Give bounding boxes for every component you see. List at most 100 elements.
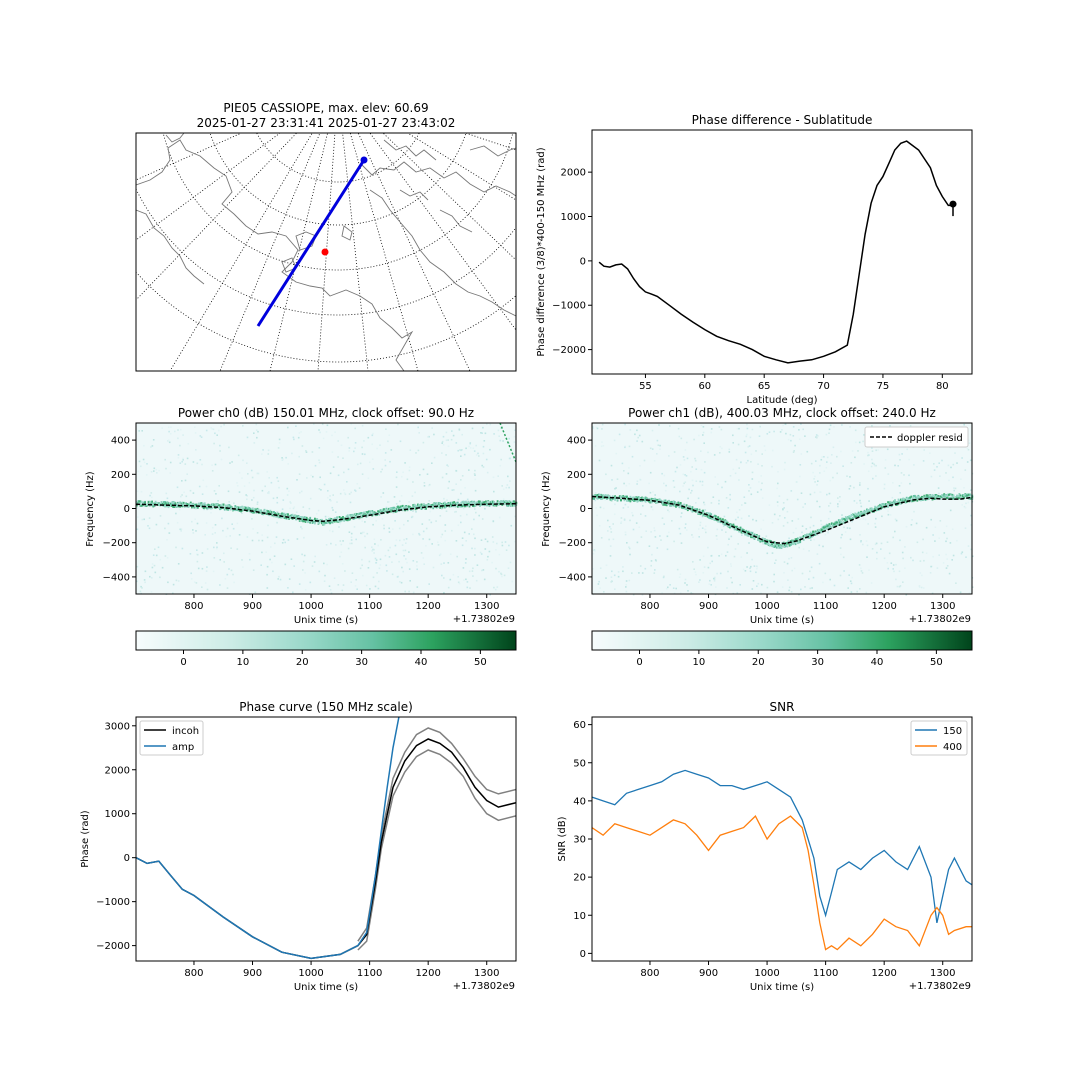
signal-pixel <box>811 533 813 536</box>
noise-speck <box>152 439 155 441</box>
noise-speck <box>740 556 743 558</box>
noise-speck <box>894 518 897 521</box>
noise-speck <box>354 489 356 491</box>
signal-pixel <box>463 505 466 508</box>
signal-pixel <box>194 505 197 508</box>
noise-speck <box>749 567 751 570</box>
signal-pixel <box>910 500 913 503</box>
noise-speck <box>716 528 719 531</box>
signal-pixel <box>418 504 420 507</box>
signal-pixel <box>203 502 206 505</box>
signal-pixel <box>253 511 255 514</box>
signal-pixel <box>220 504 223 507</box>
noise-speck <box>953 487 955 489</box>
signal-pixel <box>214 503 217 506</box>
noise-speck <box>267 492 269 494</box>
noise-speck <box>662 576 665 579</box>
noise-speck <box>189 553 192 555</box>
noise-speck <box>798 438 801 440</box>
signal-pixel <box>326 521 329 524</box>
noise-speck <box>798 546 800 549</box>
signal-pixel <box>302 517 305 520</box>
signal-pixel <box>909 498 912 501</box>
noise-speck <box>180 530 182 532</box>
noise-speck <box>140 465 142 468</box>
noise-speck <box>428 519 431 521</box>
signal-pixel <box>254 509 257 513</box>
noise-speck <box>710 555 713 557</box>
noise-speck <box>396 576 399 578</box>
signal-pixel <box>825 527 827 530</box>
noise-speck <box>747 446 750 448</box>
signal-pixel <box>740 529 743 532</box>
signal-pixel <box>791 540 793 543</box>
signal-pixel <box>828 525 831 528</box>
signal-pixel <box>262 510 265 513</box>
noise-speck <box>175 579 178 582</box>
signal-pixel <box>812 534 814 537</box>
power-ch1-legend: doppler resid <box>864 426 969 448</box>
noise-speck <box>214 432 216 435</box>
noise-speck <box>970 514 972 517</box>
signal-pixel <box>166 501 169 504</box>
noise-speck <box>784 517 786 519</box>
noise-speck <box>800 423 802 425</box>
noise-speck <box>752 518 754 521</box>
signal-pixel <box>603 494 606 497</box>
noise-speck <box>675 587 677 590</box>
noise-speck <box>651 429 654 432</box>
noise-speck <box>920 586 923 589</box>
signal-pixel <box>730 524 732 527</box>
signal-pixel <box>152 502 155 505</box>
signal-pixel <box>610 498 613 501</box>
noise-speck <box>179 462 182 464</box>
signal-pixel <box>377 511 379 515</box>
noise-speck <box>192 532 195 534</box>
noise-speck <box>155 554 158 557</box>
signal-pixel <box>896 501 899 504</box>
noise-speck <box>663 474 666 477</box>
noise-speck <box>481 500 484 503</box>
signal-pixel <box>432 503 435 506</box>
noise-speck <box>664 489 667 492</box>
signal-pixel <box>912 496 915 499</box>
signal-pixel <box>358 516 361 519</box>
power-ch0-colorbar <box>135 630 517 651</box>
noise-speck <box>810 566 813 569</box>
noise-speck <box>256 472 259 475</box>
signal-pixel <box>215 503 218 506</box>
signal-pixel <box>202 506 205 509</box>
noise-speck <box>707 546 709 549</box>
y-tick-label: −400 <box>559 572 586 583</box>
x-tick-label: 900 <box>699 601 718 612</box>
noise-speck <box>143 461 146 464</box>
signal-pixel <box>468 503 471 507</box>
power-ch0-panel: Power ch0 (dB) 150.01 MHz, clock offset:… <box>85 406 518 668</box>
signal-pixel <box>855 514 858 518</box>
noise-speck <box>778 495 781 497</box>
signal-pixel <box>917 494 920 498</box>
noise-speck <box>703 471 706 474</box>
signal-pixel <box>381 508 384 511</box>
noise-speck <box>802 506 804 508</box>
noise-speck <box>703 528 706 531</box>
signal-pixel <box>479 502 481 505</box>
noise-speck <box>300 526 302 528</box>
noise-speck <box>214 532 216 534</box>
noise-speck <box>693 438 695 441</box>
noise-speck <box>261 534 263 536</box>
noise-speck <box>718 426 721 428</box>
signal-pixel <box>271 514 274 517</box>
signal-pixel <box>178 505 180 508</box>
noise-speck <box>400 495 403 497</box>
signal-pixel <box>732 523 735 526</box>
noise-speck <box>649 447 652 450</box>
signal-pixel <box>873 508 875 511</box>
noise-speck <box>859 482 861 484</box>
signal-pixel <box>285 513 288 516</box>
y-tick-label: 2000 <box>105 765 130 776</box>
signal-pixel <box>414 506 417 509</box>
noise-speck <box>485 458 488 461</box>
noise-speck <box>908 458 910 461</box>
noise-speck <box>445 454 447 456</box>
